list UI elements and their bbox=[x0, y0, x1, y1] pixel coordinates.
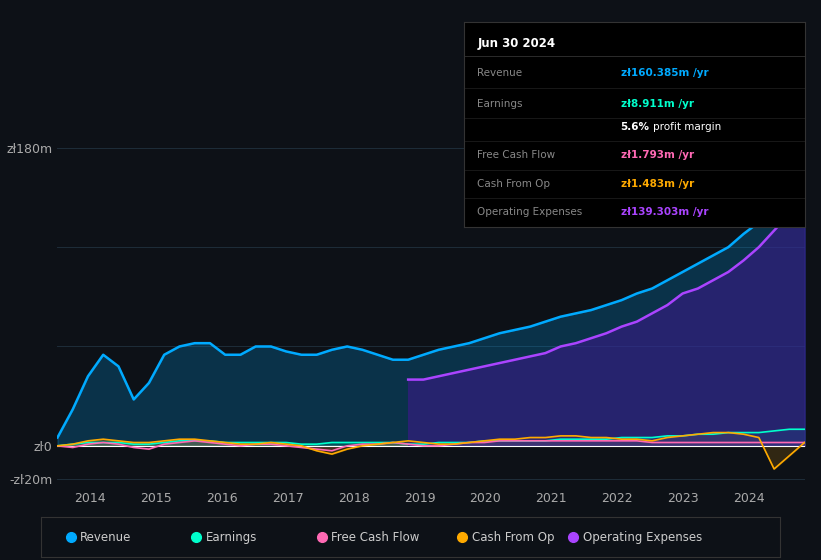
Text: zł139.303m /yr: zł139.303m /yr bbox=[621, 208, 708, 217]
Text: Revenue: Revenue bbox=[478, 68, 523, 78]
Text: zł1.483m /yr: zł1.483m /yr bbox=[621, 179, 694, 189]
Text: Cash From Op: Cash From Op bbox=[472, 530, 554, 544]
Text: profit margin: profit margin bbox=[653, 122, 721, 132]
Text: Free Cash Flow: Free Cash Flow bbox=[332, 530, 420, 544]
Text: zł160.385m /yr: zł160.385m /yr bbox=[621, 68, 709, 78]
Text: Cash From Op: Cash From Op bbox=[478, 179, 551, 189]
Text: Jun 30 2024: Jun 30 2024 bbox=[478, 37, 556, 50]
Text: Revenue: Revenue bbox=[80, 530, 131, 544]
Text: zł8.911m /yr: zł8.911m /yr bbox=[621, 99, 694, 109]
Text: Earnings: Earnings bbox=[206, 530, 257, 544]
Text: Operating Expenses: Operating Expenses bbox=[478, 208, 583, 217]
Text: Earnings: Earnings bbox=[478, 99, 523, 109]
Text: Operating Expenses: Operating Expenses bbox=[583, 530, 702, 544]
Text: zł1.793m /yr: zł1.793m /yr bbox=[621, 150, 694, 160]
Text: Free Cash Flow: Free Cash Flow bbox=[478, 150, 556, 160]
Text: 5.6%: 5.6% bbox=[621, 122, 649, 132]
